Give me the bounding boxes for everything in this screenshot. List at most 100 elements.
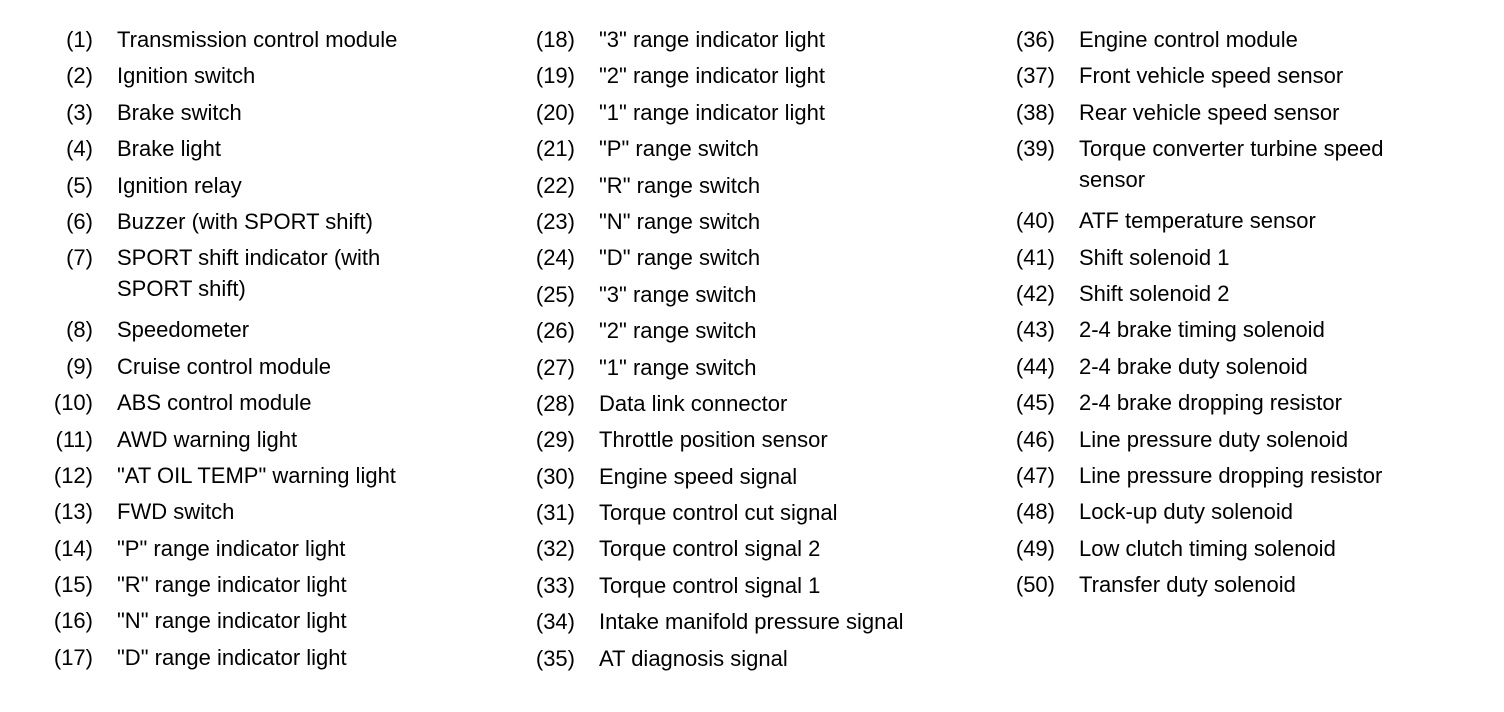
legend-item-label: "R" range switch: [599, 170, 760, 201]
legend-item-label-line: 2-4 brake timing solenoid: [1079, 317, 1325, 343]
legend-item: (19) "2" range indicator light: [482, 60, 904, 91]
legend-item-label-line: Transfer duty solenoid: [1079, 572, 1296, 598]
legend-item-label-line: Low clutch timing solenoid: [1079, 535, 1336, 561]
legend-item-number: (18): [535, 27, 575, 52]
legend-item-number: (26): [535, 318, 575, 344]
legend-item-label-line: "3" range switch: [599, 281, 757, 307]
legend-item: (6) Buzzer (with SPORT shift): [0, 206, 397, 237]
legend-column-2: (18) "3" range indicator light (19) "2" ran…: [482, 24, 904, 679]
legend-item-number: (27): [535, 354, 575, 380]
legend-item-label: Engine control module: [1079, 24, 1298, 55]
legend-item-label-line: Intake manifold pressure signal: [599, 609, 904, 635]
legend-item: (37) Front vehicle speed sensor: [962, 60, 1384, 91]
legend-item-label: "AT OIL TEMP" warning light: [117, 460, 396, 491]
legend-item: (4) Brake light: [0, 133, 397, 164]
legend-item: (42) Shift solenoid 2: [962, 278, 1384, 309]
legend-item: (17) "D" range indicator light: [0, 642, 397, 673]
legend-item-label-line: "P" range switch: [599, 136, 759, 162]
legend-item-label-line: Shift solenoid 1: [1079, 244, 1230, 270]
legend-item-label: Transfer duty solenoid: [1079, 569, 1296, 600]
legend-item-label-line: Ignition relay: [117, 172, 242, 198]
legend-item-label: Lock-up duty solenoid: [1079, 496, 1293, 527]
legend-item-label-line: Buzzer (with SPORT shift): [117, 208, 373, 234]
legend-item-label-line: "R" range switch: [599, 172, 761, 198]
legend-item: (34) Intake manifold pressure signal: [482, 606, 904, 637]
legend-item-number: (17): [53, 644, 93, 670]
legend-item-number: (14): [53, 535, 93, 561]
legend-item-label-line: "2" range switch: [599, 318, 757, 344]
legend-item-number: (38): [1015, 99, 1055, 125]
legend-item-number: (30): [535, 463, 575, 489]
legend-column-1: (1) Transmission control module (2) Ignitio…: [0, 24, 398, 678]
legend-item-label-line: Rear vehicle speed sensor: [1079, 99, 1340, 125]
legend-item: (27) "1" range switch: [482, 352, 904, 383]
legend-item-label-line: Shift solenoid 2: [1079, 280, 1230, 306]
legend-item-number: (7): [66, 245, 93, 271]
legend-item-label: AWD warning light: [117, 424, 297, 455]
legend-item-label-line: "N" range switch: [599, 208, 761, 234]
legend-item: (40) ATF temperature sensor: [962, 205, 1384, 236]
legend-item-label-line: AT diagnosis signal: [599, 645, 788, 671]
legend-item: (25) "3" range switch: [482, 279, 904, 310]
legend-item-label-line: Torque control cut signal: [599, 500, 838, 526]
legend-item-label: "R" range indicator light: [117, 569, 347, 600]
legend-item: (26) "2" range switch: [482, 315, 904, 346]
legend-item-label: SPORT shift indicator (with SPORT shift): [117, 242, 380, 304]
legend-item: (11) AWD warning light: [0, 424, 397, 455]
legend-item-number: (34): [535, 609, 575, 635]
legend-item-label: FWD switch: [117, 496, 234, 527]
legend-item: (36) Engine control module: [962, 24, 1384, 55]
legend-item-number: (22): [535, 172, 575, 198]
legend-item-label: "D" range switch: [599, 242, 760, 273]
legend-item-label-line: SPORT shift): [117, 276, 246, 302]
legend-item-number: (9): [66, 353, 93, 379]
legend-item-label-line: "P" range indicator light: [117, 535, 346, 561]
legend-item-number: (20): [535, 99, 575, 125]
legend-item-label-line: "R" range indicator light: [117, 572, 347, 598]
legend-item-label-line: "D" range switch: [599, 245, 761, 271]
legend-item-label: Line pressure duty solenoid: [1079, 424, 1348, 455]
legend-item: (44) 2-4 brake duty solenoid: [962, 351, 1384, 382]
legend-item-number: (1): [66, 27, 93, 52]
legend-item-number: (23): [535, 208, 575, 234]
legend-item: (8) Speedometer: [0, 314, 397, 345]
legend-item-number: (8): [66, 317, 93, 343]
legend-item: (22) "R" range switch: [482, 170, 904, 201]
legend-item-label-line: "2" range indicator light: [599, 63, 825, 89]
legend-item-number: (40): [1015, 208, 1055, 234]
legend-item-label: Buzzer (with SPORT shift): [117, 206, 373, 237]
legend-item-label-line: Transmission control module: [117, 27, 398, 52]
legend-item-number: (6): [66, 208, 93, 234]
legend-item-label: AT diagnosis signal: [599, 643, 788, 674]
legend-item-label: "P" range switch: [599, 133, 759, 164]
legend-item-label-line: Data link connector: [599, 390, 788, 416]
legend-item-number: (50): [1015, 572, 1055, 598]
legend-item-number: (12): [53, 462, 93, 488]
legend-item: (3) Brake switch: [0, 97, 397, 128]
legend-item-label-line: Ignition switch: [117, 63, 256, 89]
legend-item-label-line: Speedometer: [117, 317, 250, 343]
legend-item: (10) ABS control module: [0, 387, 397, 418]
legend-item-label-line: Engine control module: [1079, 27, 1298, 52]
legend-item-label: 2-4 brake timing solenoid: [1079, 314, 1325, 345]
legend-item: (48) Lock-up duty solenoid: [962, 496, 1384, 527]
legend-item-number: (43): [1015, 317, 1055, 343]
legend-item-label: "P" range indicator light: [117, 533, 345, 564]
legend-item: (16) "N" range indicator light: [0, 605, 397, 636]
legend-item-label: Ignition relay: [117, 170, 242, 201]
legend-item: (12) "AT OIL TEMP" warning light: [0, 460, 397, 491]
legend-item-label-line: Throttle position sensor: [599, 427, 828, 453]
legend-item-label: "N" range indicator light: [117, 605, 347, 636]
legend-item-label: 2-4 brake dropping resistor: [1079, 387, 1342, 418]
legend-item-label: Speedometer: [117, 314, 249, 345]
legend-item-label-line: ATF temperature sensor: [1079, 208, 1316, 234]
legend-item: (33) Torque control signal 1: [482, 570, 904, 601]
legend-item-label: "3" range switch: [599, 279, 756, 310]
legend-item: (41) Shift solenoid 1: [962, 242, 1384, 273]
legend-item-number: (19): [535, 63, 575, 89]
legend-item-number: (44): [1015, 353, 1055, 379]
legend-item-number: (41): [1015, 244, 1055, 270]
legend-item-label: Data link connector: [599, 388, 787, 419]
legend-item-number: (15): [53, 572, 93, 598]
legend-item-label: Torque converter turbine speed sensor: [1079, 133, 1384, 195]
